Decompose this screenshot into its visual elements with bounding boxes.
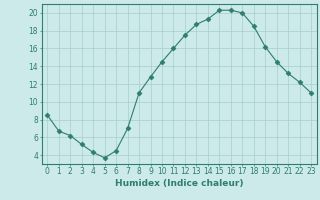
X-axis label: Humidex (Indice chaleur): Humidex (Indice chaleur) [115,179,244,188]
